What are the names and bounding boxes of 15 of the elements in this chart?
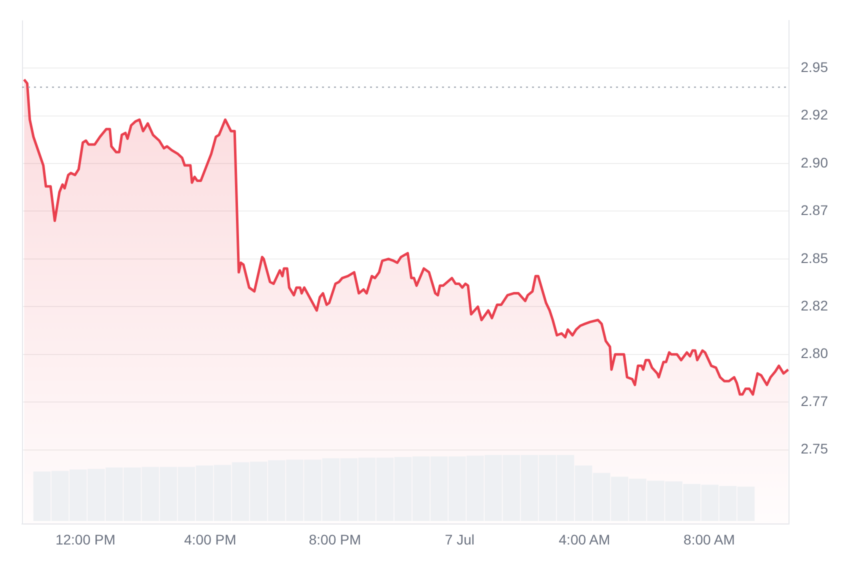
y-tick-label: 2.90 bbox=[800, 154, 828, 170]
y-tick-label: 2.92 bbox=[800, 106, 828, 123]
y-tick-label: 2.82 bbox=[800, 298, 828, 314]
y-tick-label: 2.85 bbox=[800, 250, 828, 266]
y-tick-label: 2.80 bbox=[800, 345, 828, 362]
y-tick-label: 2.75 bbox=[800, 440, 828, 457]
x-tick-label: 7 Jul bbox=[444, 531, 474, 548]
y-tick-label: 2.77 bbox=[800, 392, 828, 409]
x-tick-label: 4:00 AM bbox=[558, 531, 610, 548]
x-tick-label: 12:00 PM bbox=[55, 531, 116, 548]
x-tick-label: 8:00 PM bbox=[308, 531, 362, 548]
y-tick-label: 2.95 bbox=[800, 58, 828, 75]
x-tick-label: 4:00 PM bbox=[184, 531, 236, 548]
x-tick-label: 8:00 AM bbox=[684, 531, 735, 548]
y-tick-label: 2.87 bbox=[800, 202, 828, 218]
